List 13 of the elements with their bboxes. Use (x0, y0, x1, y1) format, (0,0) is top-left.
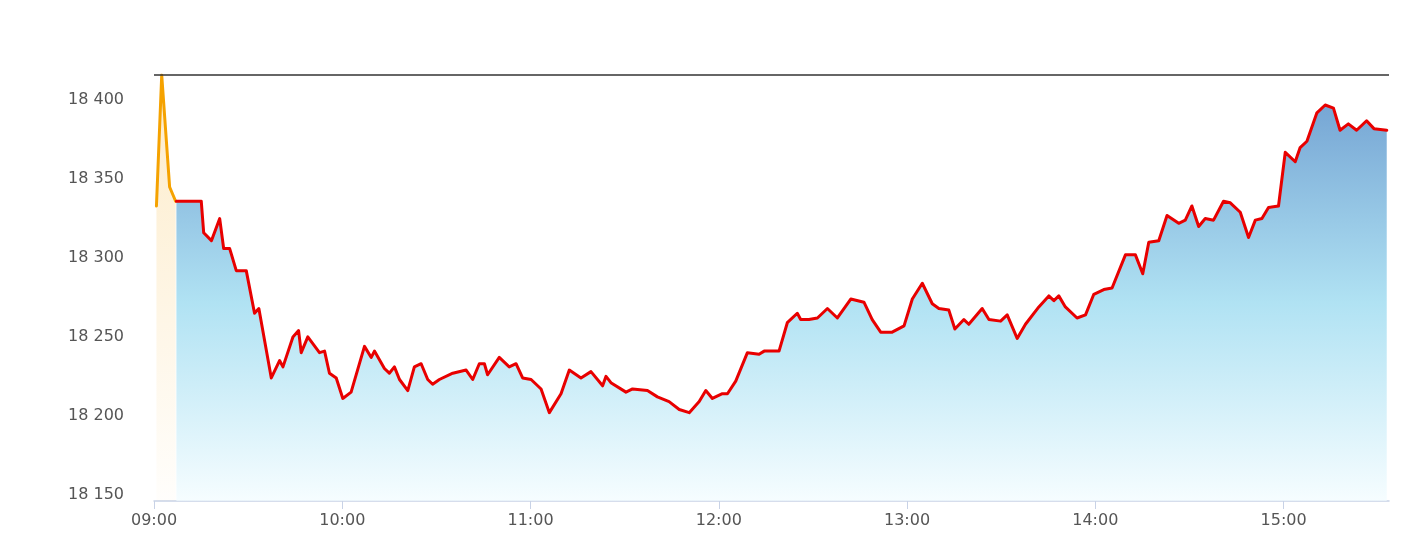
x-tick-label: 11:00 (507, 509, 554, 529)
x-tick-label: 13:00 (883, 509, 931, 529)
y-tick-label: 18 400 (68, 89, 124, 109)
x-tick-label: 09:00 (130, 509, 178, 529)
y-tick-label: 18 150 (68, 483, 124, 503)
y-tick-label: 18 200 (68, 404, 124, 424)
y-tick-label: 18 350 (68, 168, 124, 188)
x-tick-label: 12:00 (695, 509, 742, 529)
x-tick-label: 10:00 (319, 509, 366, 529)
y-tick-label: 18 300 (68, 246, 124, 266)
x-tick-label: 15:00 (1260, 509, 1307, 529)
y-tick-label: 18 250 (68, 325, 124, 345)
x-tick-label: 14:00 (1072, 509, 1119, 529)
